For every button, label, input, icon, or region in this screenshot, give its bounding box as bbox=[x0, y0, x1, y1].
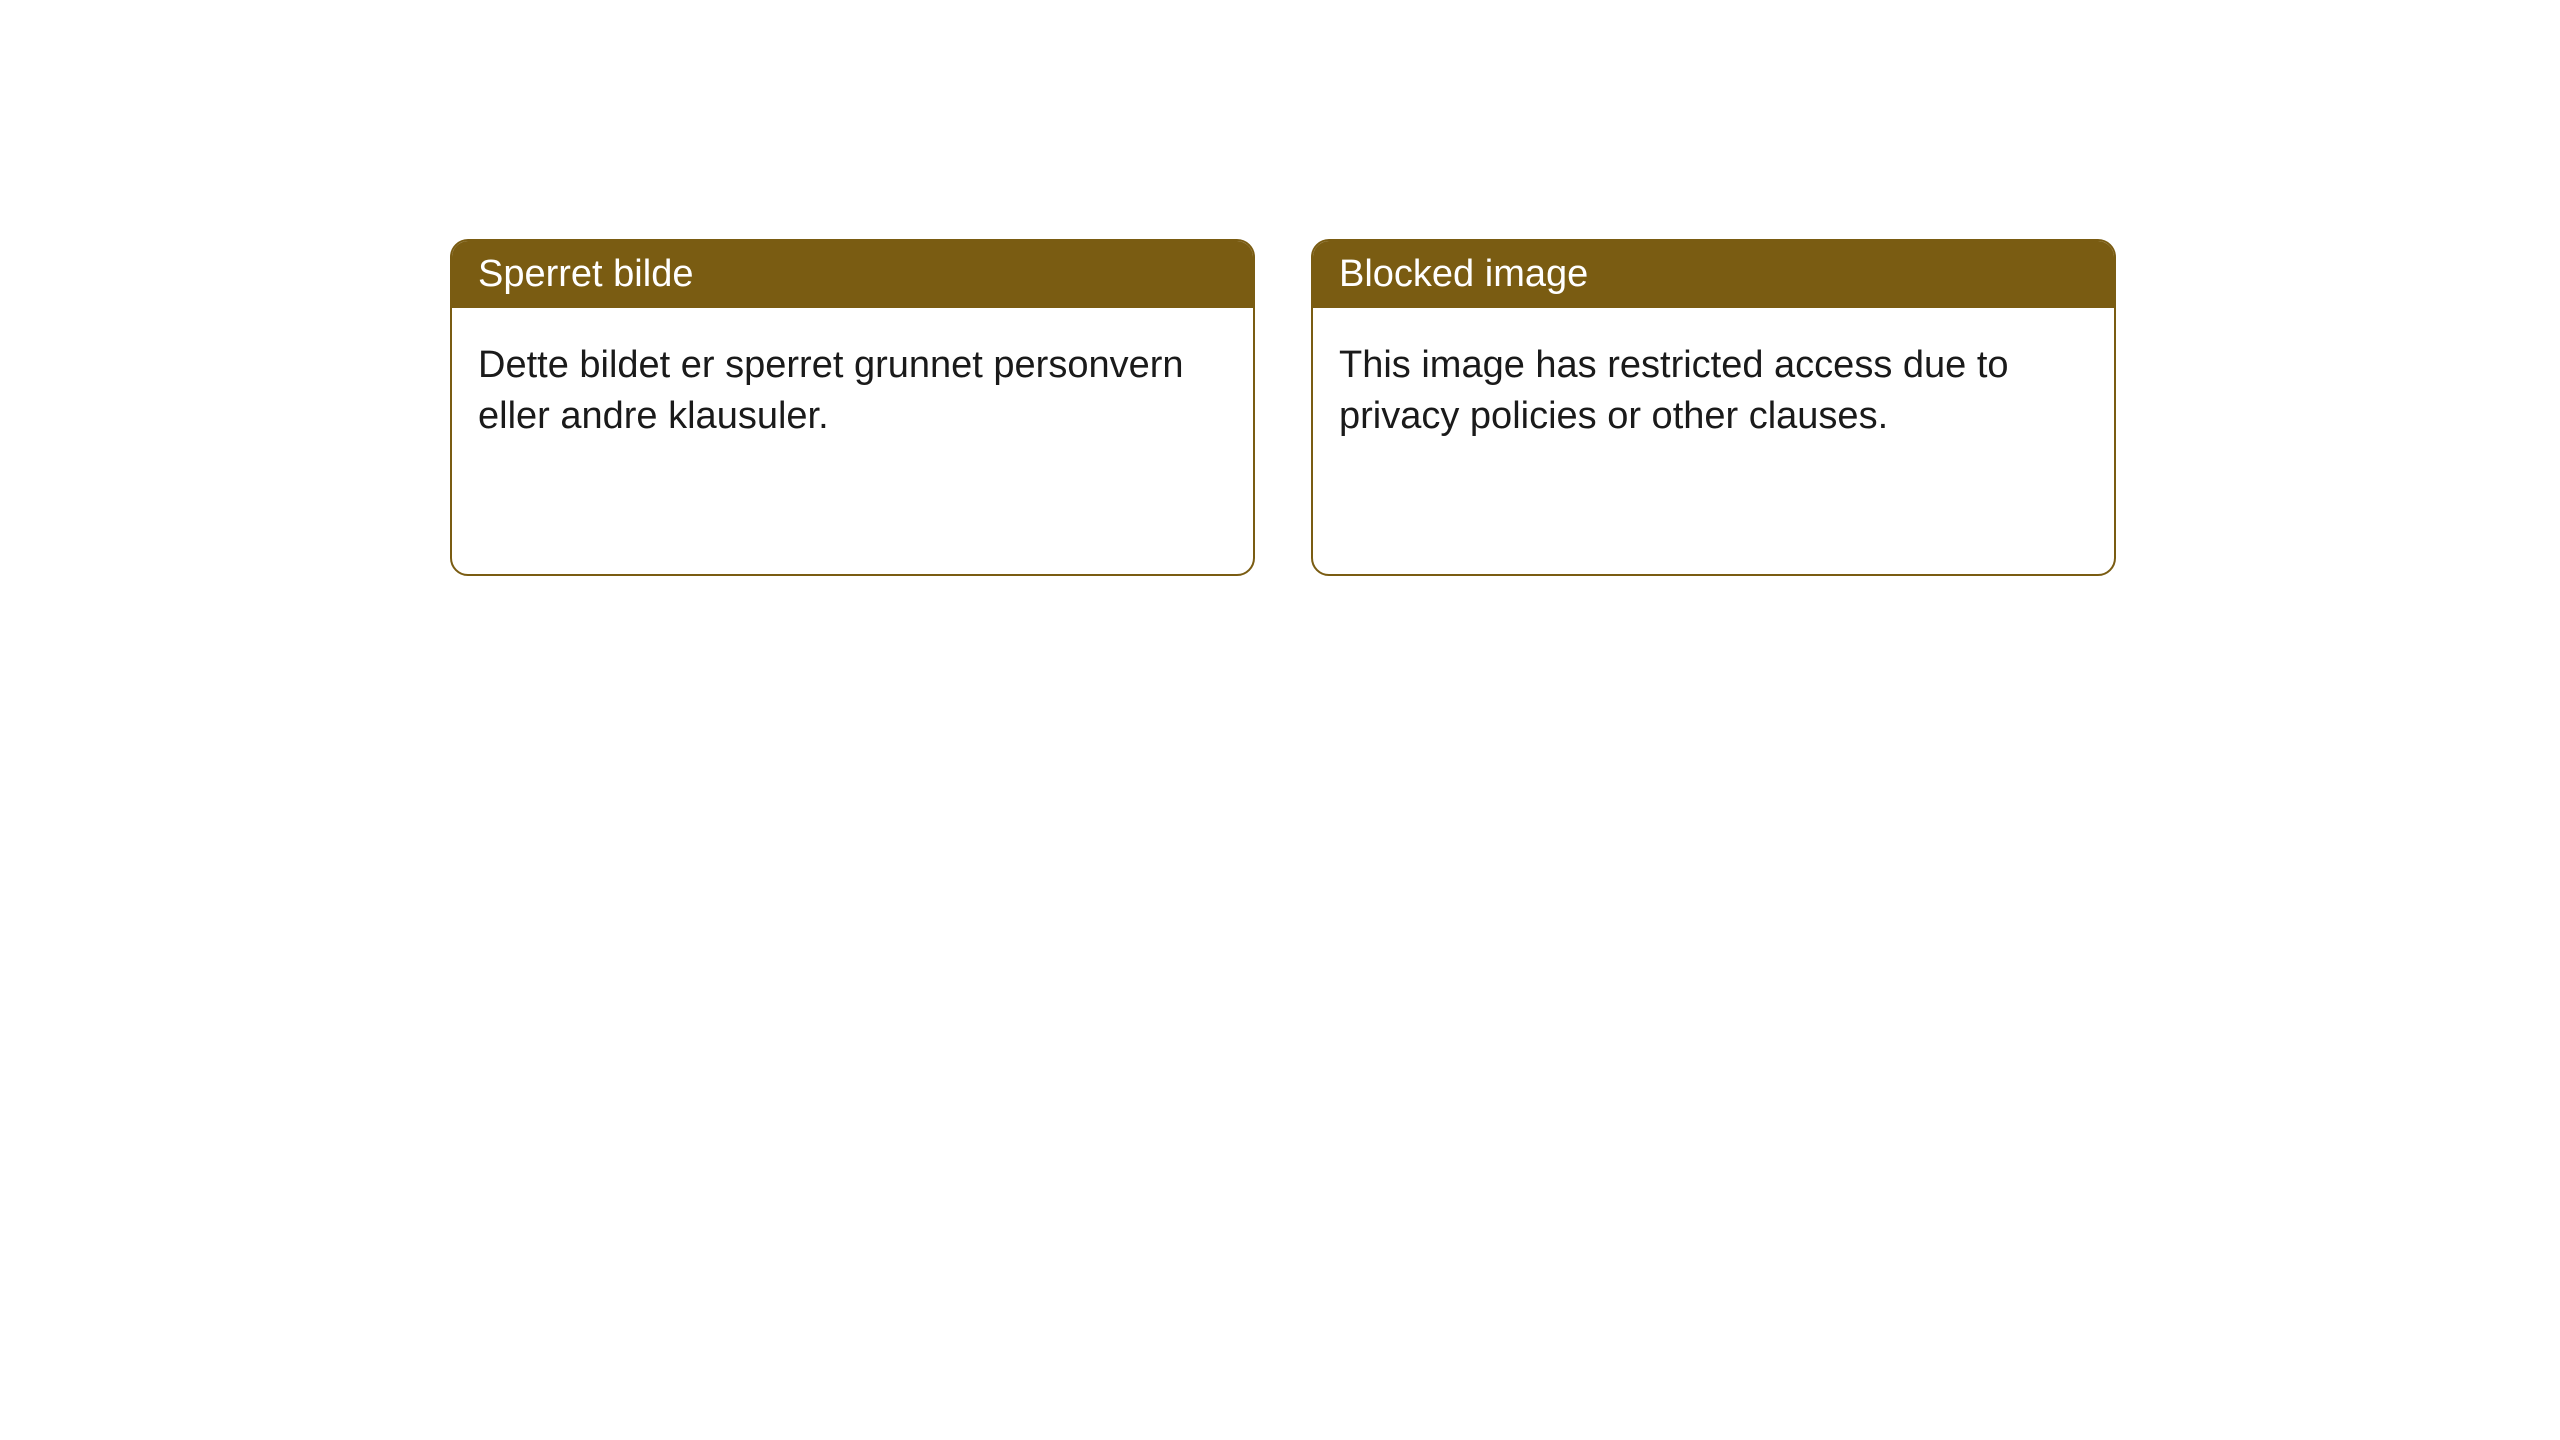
card-body-text: Dette bildet er sperret grunnet personve… bbox=[478, 344, 1184, 437]
card-title: Sperret bilde bbox=[478, 253, 693, 295]
card-title: Blocked image bbox=[1339, 253, 1588, 295]
card-body: Dette bildet er sperret grunnet personve… bbox=[452, 308, 1253, 475]
card-header: Sperret bilde bbox=[452, 241, 1253, 308]
card-header: Blocked image bbox=[1313, 241, 2114, 308]
notice-card-norwegian: Sperret bilde Dette bildet er sperret gr… bbox=[450, 239, 1255, 576]
card-body-text: This image has restricted access due to … bbox=[1339, 344, 2009, 437]
notice-card-english: Blocked image This image has restricted … bbox=[1311, 239, 2116, 576]
card-body: This image has restricted access due to … bbox=[1313, 308, 2114, 475]
notice-card-container: Sperret bilde Dette bildet er sperret gr… bbox=[450, 239, 2116, 576]
